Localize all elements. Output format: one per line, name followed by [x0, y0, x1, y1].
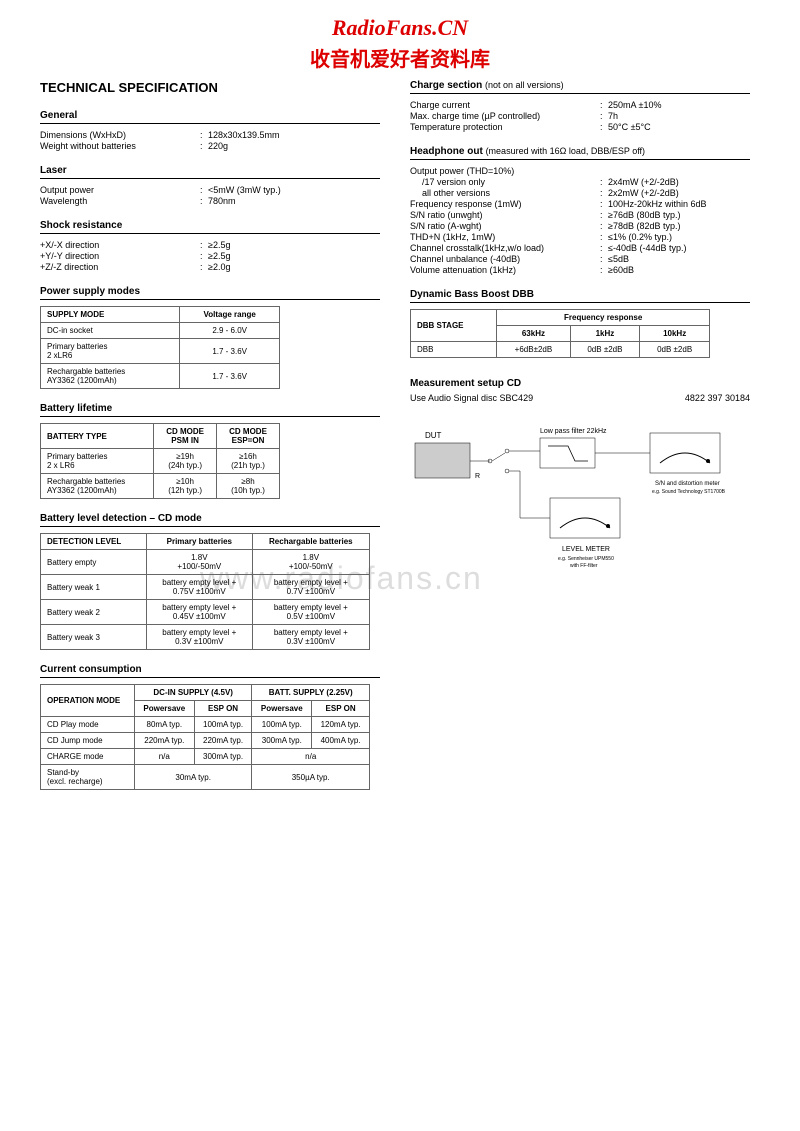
battery-level-table: DETECTION LEVELPrimary batteriesRecharga…: [40, 533, 370, 650]
spec-row: S/N ratio (unwght):≥76dB (80dB typ.): [410, 210, 750, 220]
table-header: ESP ON: [312, 701, 370, 717]
table-header: 1kHz: [570, 326, 640, 342]
header-logo: RadioFans.CN 收音机爱好者资料库: [40, 15, 760, 72]
table-row: Stand-by(excl. recharge)30mA typ.350µA t…: [41, 765, 370, 790]
table-header: Voltage range: [180, 307, 280, 323]
spec-row: Weight without batteries:220g: [40, 141, 380, 151]
right-column: Charge section (not on all versions) Cha…: [410, 80, 750, 790]
table-header: Rechargable batteries: [252, 534, 369, 550]
spec-row: Volume attenuation (1kHz):≥60dB: [410, 265, 750, 275]
section-general: General: [40, 110, 380, 124]
spec-row: Charge current:250mA ±10%: [410, 100, 750, 110]
power-supply-table: SUPPLY MODEVoltage range DC-in socket2.9…: [40, 306, 280, 389]
section-dbb: Dynamic Bass Boost DBB: [410, 289, 750, 303]
r-label: R: [475, 473, 480, 480]
table-header: 63kHz: [497, 326, 570, 342]
measurement-sub: Use Audio Signal disc SBC429 4822 397 30…: [410, 393, 750, 403]
logo-en: RadioFans.CN: [40, 15, 760, 41]
table-row: DC-in socket2.9 - 6.0V: [41, 323, 280, 339]
spec-row: Output power:<5mW (3mW typ.): [40, 185, 380, 195]
spec-row: Wavelength:780nm: [40, 196, 380, 206]
spec-row: Frequency response (1mW):100Hz-20kHz wit…: [410, 199, 750, 209]
spec-row: Output power (THD=10%): [410, 166, 750, 176]
main-title: TECHNICAL SPECIFICATION: [40, 80, 380, 95]
measurement-diagram: DUT R Low pass filter 22kHz S/N and dist…: [410, 413, 750, 595]
spec-row: Dimensions (WxHxD):128x30x139.5mm: [40, 130, 380, 140]
spec-row: THD+N (1kHz, 1mW):≤1% (0.2% typ.): [410, 232, 750, 242]
section-battery-lifetime: Battery lifetime: [40, 403, 380, 417]
current-table: OPERATION MODE DC-IN SUPPLY (4.5V) BATT.…: [40, 684, 370, 790]
th-batt: BATT. SUPPLY (2.25V): [252, 685, 370, 701]
table-row: Battery empty1.8V+100/-50mV1.8V+100/-50m…: [41, 550, 370, 575]
spec-row: S/N ratio (A-wght):≥78dB (82dB typ.): [410, 221, 750, 231]
section-shock: Shock resistance: [40, 220, 380, 234]
spec-row: +X/-X direction:≥2.5g: [40, 240, 380, 250]
spec-row: +Z/-Z direction:≥2.0g: [40, 262, 380, 272]
table-header: Powersave: [252, 701, 312, 717]
table-row: Primary batteries2 x LR6≥19h(24h typ.)≥1…: [41, 449, 280, 474]
section-charge: Charge section (not on all versions): [410, 80, 750, 94]
spec-row: Channel crosstalk(1kHz,w/o load):≤-40dB …: [410, 243, 750, 253]
table-header: Primary batteries: [146, 534, 252, 550]
table-row: CHARGE moden/a300mA typ.n/a: [41, 749, 370, 765]
section-power-supply: Power supply modes: [40, 286, 380, 300]
dbb-table: DBB STAGE Frequency response 63kHz1kHz10…: [410, 309, 710, 358]
lm-label: LEVEL METER: [562, 546, 610, 553]
table-row: Battery weak 3battery empty level +0.3V …: [41, 625, 370, 650]
table-row: CD Play mode80mA typ.100mA typ.100mA typ…: [41, 717, 370, 733]
spec-row: /17 version only:2x4mW (+2/-2dB): [410, 177, 750, 187]
sn-label: S/N and distortion meter: [655, 481, 720, 487]
lm-sub2: with FF-filter: [570, 563, 598, 569]
lm-sub1: e.g. Sennheiser UPM550: [558, 556, 614, 562]
spec-row: Temperature protection:50°C ±5°C: [410, 122, 750, 132]
table-header: DETECTION LEVEL: [41, 534, 147, 550]
table-header: CD MODEPSM IN: [154, 424, 217, 449]
th-dbb-stage: DBB STAGE: [411, 310, 497, 342]
table-row: Battery weak 2battery empty level +0.45V…: [41, 600, 370, 625]
table-row: Rechargable batteriesAY3362 (1200mAh)≥10…: [41, 474, 280, 499]
section-battery-level: Battery level detection – CD mode: [40, 513, 380, 527]
spec-row: Channel unbalance (-40dB):≤5dB: [410, 254, 750, 264]
th-op-mode: OPERATION MODE: [41, 685, 135, 717]
section-current: Current consumption: [40, 664, 380, 678]
sn-sub-label: e.g. Sound Technology ST1700B: [652, 489, 726, 495]
dut-label: DUT: [425, 431, 442, 440]
spec-row: all other versions:2x2mW (+2/-2dB): [410, 188, 750, 198]
spec-row: Max. charge time (µP controlled):7h: [410, 111, 750, 121]
table-header: ESP ON: [194, 701, 252, 717]
battery-lifetime-table: BATTERY TYPECD MODEPSM INCD MODEESP=ON P…: [40, 423, 280, 499]
table-row: Primary batteries2 xLR61.7 - 3.6V: [41, 339, 280, 364]
table-row: Rechargable batteriesAY3362 (1200mAh)1.7…: [41, 364, 280, 389]
logo-cn: 收音机爱好者资料库: [40, 43, 760, 72]
table-header: SUPPLY MODE: [41, 307, 180, 323]
table-header: 10kHz: [640, 326, 710, 342]
th-dcin: DC-IN SUPPLY (4.5V): [134, 685, 252, 701]
table-header: BATTERY TYPE: [41, 424, 154, 449]
section-headphone: Headphone out (measured with 16Ω load, D…: [410, 146, 750, 160]
table-row: CD Jump mode220mA typ.220mA typ.300mA ty…: [41, 733, 370, 749]
th-freq-resp: Frequency response: [497, 310, 710, 326]
section-laser: Laser: [40, 165, 380, 179]
lpf-label: Low pass filter 22kHz: [540, 428, 607, 435]
measurement-title: Measurement setup CD: [410, 378, 750, 389]
table-header: CD MODEESP=ON: [217, 424, 280, 449]
table-header: Powersave: [134, 701, 194, 717]
table-row: Battery weak 1battery empty level +0.75V…: [41, 575, 370, 600]
left-column: TECHNICAL SPECIFICATION General Dimensio…: [40, 80, 380, 790]
spec-row: +Y/-Y direction:≥2.5g: [40, 251, 380, 261]
